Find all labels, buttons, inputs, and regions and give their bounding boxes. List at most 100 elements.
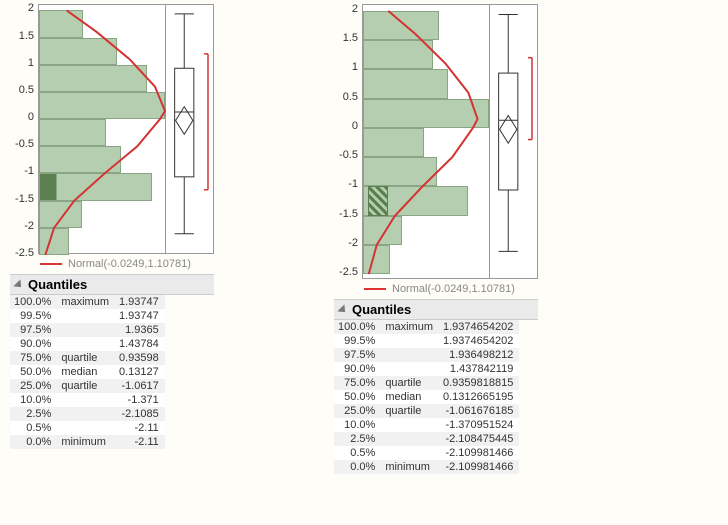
quantile-label	[57, 309, 115, 323]
quantile-pct: 97.5%	[334, 348, 381, 362]
quantile-label	[381, 348, 439, 362]
quantile-value: 1.43784	[115, 337, 165, 351]
quantile-label: quartile	[57, 351, 115, 365]
table-row: 10.0%-1.370951524	[334, 418, 519, 432]
y-tick-label: 1	[28, 58, 34, 69]
quantile-value: 1.437842119	[439, 362, 519, 376]
curve-legend: Normal(-0.0249,1.10781)	[40, 258, 214, 270]
y-tick-label: -1	[348, 179, 358, 190]
y-tick-label: -2	[348, 238, 358, 249]
y-tick-label: 0	[28, 112, 34, 123]
legend-text: Normal(-0.0249,1.10781)	[68, 258, 191, 270]
quantile-pct: 10.0%	[10, 393, 57, 407]
histogram-bar	[363, 157, 437, 186]
quantile-label	[57, 337, 115, 351]
y-tick-label: 1.5	[343, 33, 358, 44]
quantile-pct: 97.5%	[10, 323, 57, 337]
quantile-value: -1.061676185	[439, 404, 519, 418]
legend-text: Normal(-0.0249,1.10781)	[392, 283, 515, 295]
histogram-bar	[39, 119, 106, 146]
quantile-value: -1.0617	[115, 379, 165, 393]
y-tick-label: 0.5	[343, 92, 358, 103]
y-tick-label: -2	[24, 221, 34, 232]
table-row: 100.0%maximum1.9374654202	[334, 320, 519, 334]
histogram-bar	[363, 216, 402, 245]
histogram-bar	[363, 40, 433, 69]
quantile-label: median	[57, 365, 115, 379]
quantile-label: minimum	[57, 435, 115, 449]
y-tick-label: 0	[352, 121, 358, 132]
y-tick-label: -2.5	[339, 267, 358, 278]
quantile-label: quartile	[57, 379, 115, 393]
y-tick-label: -1	[24, 166, 34, 177]
y-tick-label: 1.5	[19, 31, 34, 42]
table-row: 25.0%quartile-1.061676185	[334, 404, 519, 418]
quantile-label	[381, 446, 439, 460]
quantiles-title: Quantiles	[28, 277, 87, 292]
quantile-label: median	[381, 390, 439, 404]
quantile-pct: 0.0%	[334, 460, 381, 474]
histogram-bar	[363, 11, 439, 40]
quantiles-header[interactable]: Quantiles	[334, 299, 538, 320]
quantile-label: quartile	[381, 376, 439, 390]
quantile-label: maximum	[57, 295, 115, 309]
y-tick-label: -0.5	[339, 150, 358, 161]
histogram	[38, 4, 166, 254]
quantile-value: 1.93747	[115, 295, 165, 309]
table-row: 97.5% 1.9365	[10, 323, 165, 337]
quantile-value: -2.11	[115, 421, 165, 435]
chart-row: 21.510.50-0.5-1-1.5-2-2.5	[334, 4, 538, 279]
disclosure-triangle-icon[interactable]	[337, 304, 348, 315]
quantile-value: 1.93747	[115, 309, 165, 323]
quantile-pct: 2.5%	[10, 407, 57, 421]
boxplot	[490, 4, 538, 279]
quantile-value: 0.13127	[115, 365, 165, 379]
quantile-value: 1.9374654202	[439, 320, 519, 334]
table-row: 2.5%-2.1085	[10, 407, 165, 421]
quantile-value: 1.936498212	[439, 348, 519, 362]
histogram-bar	[363, 69, 448, 98]
quantile-pct: 50.0%	[10, 365, 57, 379]
table-row: 50.0%median0.1312665195	[334, 390, 519, 404]
quantile-label	[57, 407, 115, 421]
quantile-value: -2.108475445	[439, 432, 519, 446]
quantile-pct: 25.0%	[334, 404, 381, 418]
quantile-label: minimum	[381, 460, 439, 474]
quantile-pct: 25.0%	[10, 379, 57, 393]
curve-legend: Normal(-0.0249,1.10781)	[364, 283, 538, 295]
table-row: 99.5% 1.93747	[10, 309, 165, 323]
quantile-pct: 0.0%	[10, 435, 57, 449]
histogram-bar	[39, 38, 117, 65]
quantiles-table: 100.0%maximum1.937465420299.5%1.93746542…	[334, 320, 519, 474]
quantiles-section: Quantiles 100.0%maximum1.93747 99.5% 1.9374…	[10, 274, 214, 449]
histogram	[362, 4, 490, 279]
quantile-label	[381, 334, 439, 348]
table-row: 90.0%1.43784	[10, 337, 165, 351]
quantile-value: 1.9365	[115, 323, 165, 337]
quantile-label: quartile	[381, 404, 439, 418]
histogram-bar	[363, 99, 489, 128]
table-row: 0.0%minimum-2.109981466	[334, 460, 519, 474]
quantile-value: -2.109981466	[439, 460, 519, 474]
quantile-value: 1.9374654202	[439, 334, 519, 348]
quantile-label	[381, 362, 439, 376]
quantile-value: 0.9359818815	[439, 376, 519, 390]
quantile-pct: 99.5%	[10, 309, 57, 323]
y-tick-label: -1.5	[339, 209, 358, 220]
quantile-value: -1.371	[115, 393, 165, 407]
stat-panel: 21.510.50-0.5-1-1.5-2-2.5Normal(-0.0249,…	[10, 4, 214, 474]
quantile-pct: 75.0%	[10, 351, 57, 365]
quantile-label	[381, 432, 439, 446]
quantiles-header[interactable]: Quantiles	[10, 274, 214, 295]
quantile-label: maximum	[381, 320, 439, 334]
quantile-label	[57, 421, 115, 435]
histogram-bar	[39, 228, 69, 255]
table-row: 90.0%1.437842119	[334, 362, 519, 376]
histogram-bar-highlight	[39, 173, 57, 200]
table-row: 99.5%1.9374654202	[334, 334, 519, 348]
quantile-pct: 100.0%	[10, 295, 57, 309]
y-axis-labels: 21.510.50-0.5-1-1.5-2-2.5	[334, 4, 362, 279]
quantile-label	[57, 393, 115, 407]
table-row: 0.5%-2.11	[10, 421, 165, 435]
disclosure-triangle-icon[interactable]	[13, 279, 24, 290]
